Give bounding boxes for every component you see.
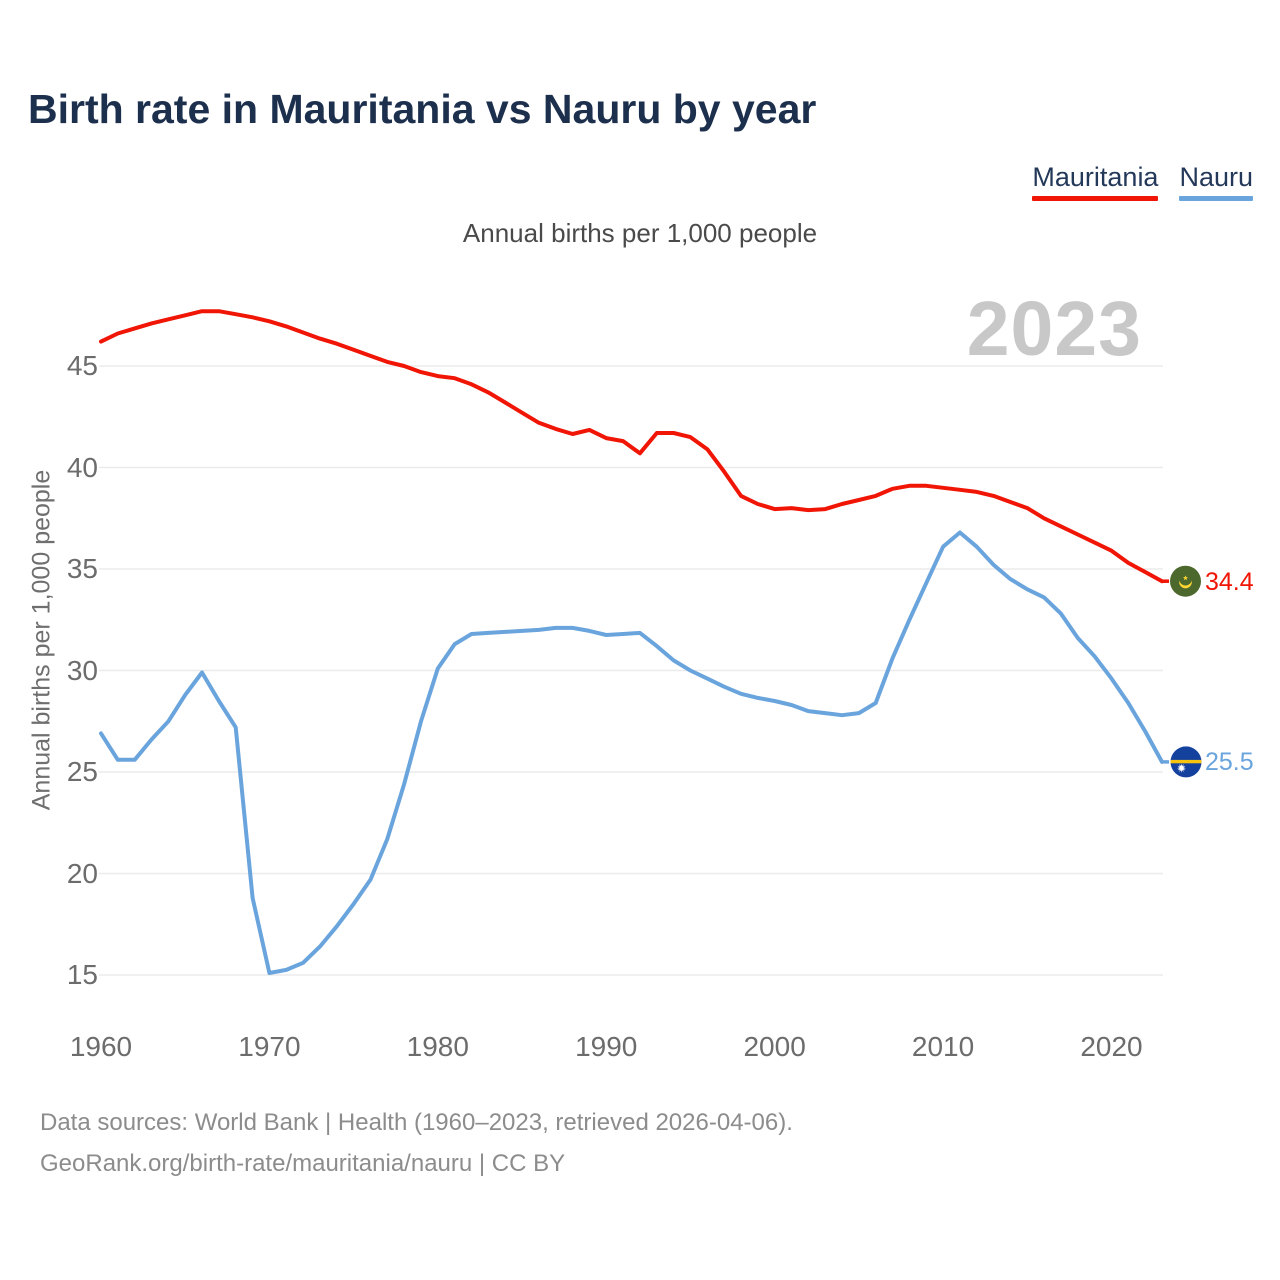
legend-bar-nauru xyxy=(1179,195,1253,201)
footer-url-line: GeoRank.org/birth-rate/mauritania/nauru … xyxy=(40,1150,566,1177)
nauru-end-value: 25.5 xyxy=(1205,748,1254,776)
y-tick-45: 45 xyxy=(66,350,98,381)
x-tick-2020: 2020 xyxy=(1080,1031,1143,1062)
x-tick-1960: 1960 xyxy=(69,1031,133,1062)
legend-item-nauru[interactable]: Nauru xyxy=(1179,162,1253,201)
footer-source-line: Data sources: World Bank | Health (1960–… xyxy=(40,1109,793,1136)
x-tick-1970: 1970 xyxy=(238,1031,301,1062)
x-tick-2010: 2010 xyxy=(911,1031,975,1062)
chart-subtitle: Annual births per 1,000 people xyxy=(462,218,818,248)
footer: Data sources: World Bank | Health (1960–… xyxy=(40,1102,793,1184)
y-tick-15: 15 xyxy=(66,959,98,990)
x-tick-1990: 1990 xyxy=(575,1031,638,1062)
mauritania-line-series[interactable] xyxy=(99,309,1164,584)
legend-label-nauru: Nauru xyxy=(1179,162,1253,192)
mauritania-end-value: 34.4 xyxy=(1205,568,1254,596)
page-title: Birth rate in Mauritania vs Nauru by yea… xyxy=(28,86,817,132)
legend-item-mauritania[interactable]: Mauritania xyxy=(1032,162,1159,201)
nauru-line-series[interactable] xyxy=(99,530,1164,975)
watermark-year: 2023 xyxy=(966,286,1142,372)
y-tick-40: 40 xyxy=(66,451,98,483)
legend: Mauritania Nauru xyxy=(1032,162,1253,201)
legend-label-mauritania: Mauritania xyxy=(1032,162,1159,192)
y-tick-30: 30 xyxy=(66,654,98,686)
nauru-flag-icon xyxy=(1170,746,1202,778)
y-tick-35: 35 xyxy=(66,553,98,584)
x-tick-1980: 1980 xyxy=(406,1031,469,1062)
legend-bar-mauritania xyxy=(1032,195,1159,201)
y-tick-20: 20 xyxy=(66,857,98,889)
gridlines xyxy=(99,365,1163,976)
y-tick-25: 25 xyxy=(66,756,98,787)
x-tick-2000: 2000 xyxy=(743,1031,806,1062)
mauritania-flag-icon xyxy=(1170,565,1201,597)
